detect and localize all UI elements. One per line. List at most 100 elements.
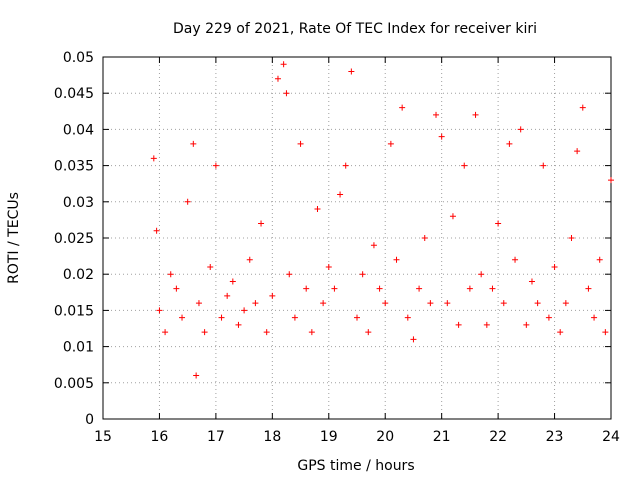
data-point bbox=[291, 314, 298, 321]
data-point bbox=[286, 271, 293, 278]
data-point bbox=[162, 329, 169, 336]
x-tick-label: 19 bbox=[320, 429, 338, 445]
x-tick-label: 20 bbox=[376, 429, 394, 445]
data-point bbox=[433, 111, 440, 118]
data-point bbox=[331, 285, 338, 292]
x-tick-label: 15 bbox=[94, 429, 112, 445]
data-point bbox=[591, 314, 598, 321]
x-tick-label: 21 bbox=[433, 429, 451, 445]
chart-title: Day 229 of 2021, Rate Of TEC Index for r… bbox=[173, 21, 537, 37]
data-point bbox=[602, 329, 609, 336]
data-point bbox=[506, 140, 513, 147]
data-point bbox=[212, 162, 219, 169]
data-point bbox=[517, 126, 524, 133]
data-point bbox=[235, 321, 242, 328]
y-tick-label: 0.05 bbox=[63, 50, 94, 66]
data-point bbox=[325, 263, 332, 270]
grid-lines bbox=[103, 57, 611, 419]
y-tick-label: 0.04 bbox=[63, 122, 94, 138]
x-tick-label: 23 bbox=[546, 429, 564, 445]
data-point bbox=[404, 314, 411, 321]
y-axis-label: ROTI / TECUs bbox=[6, 192, 22, 284]
data-point bbox=[229, 278, 236, 285]
data-point bbox=[218, 314, 225, 321]
y-tick-label: 0.03 bbox=[63, 195, 94, 211]
data-point bbox=[444, 300, 451, 307]
data-point bbox=[190, 140, 197, 147]
data-point bbox=[252, 300, 259, 307]
y-tick-label: 0.015 bbox=[54, 303, 94, 319]
data-point bbox=[184, 198, 191, 205]
data-point bbox=[466, 285, 473, 292]
data-point bbox=[179, 314, 186, 321]
data-point bbox=[314, 206, 321, 213]
data-point bbox=[500, 300, 507, 307]
data-point bbox=[534, 300, 541, 307]
data-point bbox=[337, 191, 344, 198]
data-points bbox=[150, 61, 614, 379]
data-point bbox=[528, 278, 535, 285]
data-point bbox=[483, 321, 490, 328]
data-point bbox=[382, 300, 389, 307]
data-point bbox=[551, 263, 558, 270]
data-point bbox=[269, 292, 276, 299]
data-point bbox=[224, 292, 231, 299]
data-point bbox=[393, 256, 400, 263]
data-point bbox=[472, 111, 479, 118]
y-tick-label: 0.045 bbox=[54, 86, 94, 102]
data-point bbox=[195, 300, 202, 307]
data-point bbox=[585, 285, 592, 292]
data-point bbox=[246, 256, 253, 263]
data-point bbox=[478, 271, 485, 278]
data-point bbox=[438, 133, 445, 140]
data-point bbox=[410, 336, 417, 343]
data-point bbox=[376, 285, 383, 292]
y-tick-label: 0.025 bbox=[54, 231, 94, 247]
data-point bbox=[540, 162, 547, 169]
x-axis-label: GPS time / hours bbox=[297, 458, 414, 474]
data-point bbox=[579, 104, 586, 111]
data-point bbox=[297, 140, 304, 147]
data-point bbox=[354, 314, 360, 321]
data-point bbox=[557, 329, 564, 336]
data-point bbox=[523, 321, 530, 328]
y-tick-label: 0.02 bbox=[63, 267, 94, 283]
data-point bbox=[280, 61, 287, 68]
data-point bbox=[370, 242, 377, 249]
data-point bbox=[274, 75, 281, 82]
axis-ticks: 15 16 17 18 19 20 21 22 23 24 0 0.005 0.01 0.015 0.02 0… bbox=[54, 50, 620, 445]
data-point bbox=[308, 329, 315, 336]
data-point bbox=[421, 235, 428, 241]
data-point bbox=[303, 285, 310, 292]
y-tick-label: 0.035 bbox=[54, 159, 94, 175]
x-tick-label: 17 bbox=[207, 429, 225, 445]
y-tick-label: 0 bbox=[85, 412, 94, 428]
data-point bbox=[153, 227, 160, 234]
data-point bbox=[258, 220, 265, 227]
data-point bbox=[207, 263, 214, 270]
y-tick-label: 0.005 bbox=[54, 376, 94, 392]
data-point bbox=[461, 162, 468, 169]
data-point bbox=[365, 329, 372, 336]
data-point bbox=[568, 235, 575, 241]
data-point bbox=[562, 300, 569, 307]
data-point bbox=[489, 285, 496, 292]
x-tick-label: 18 bbox=[263, 429, 281, 445]
x-tick-label: 22 bbox=[489, 429, 507, 445]
data-point bbox=[241, 307, 248, 314]
data-point bbox=[427, 300, 434, 307]
data-point bbox=[512, 256, 519, 263]
data-point bbox=[201, 329, 208, 336]
data-point bbox=[167, 271, 174, 278]
x-tick-label: 16 bbox=[151, 429, 169, 445]
data-point bbox=[608, 177, 614, 184]
y-tick-label: 0.01 bbox=[63, 340, 94, 356]
data-point bbox=[574, 148, 581, 155]
data-point bbox=[455, 321, 462, 328]
data-point bbox=[193, 372, 200, 379]
data-point bbox=[342, 162, 349, 169]
data-point bbox=[283, 90, 290, 97]
x-tick-label: 24 bbox=[602, 429, 620, 445]
data-point bbox=[156, 307, 163, 314]
